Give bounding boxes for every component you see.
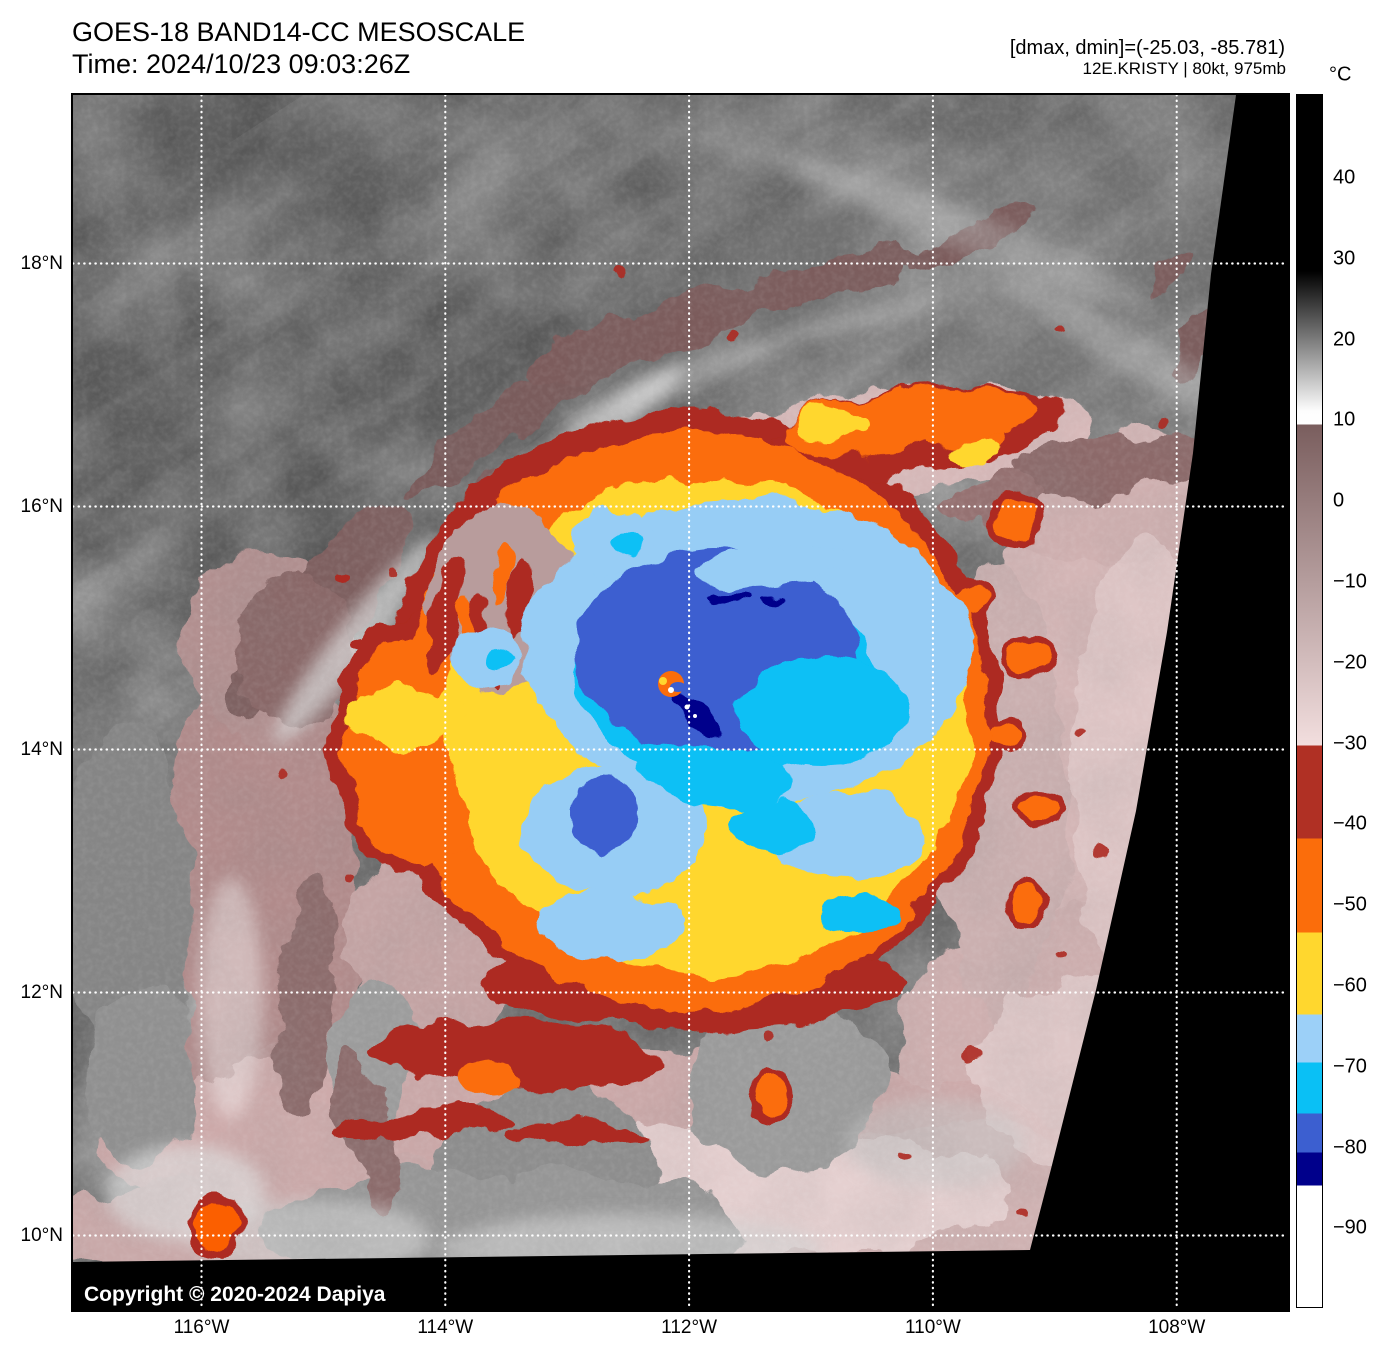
svg-text:Copyright © 2020-2024 Dapiya: Copyright © 2020-2024 Dapiya: [84, 1283, 386, 1306]
